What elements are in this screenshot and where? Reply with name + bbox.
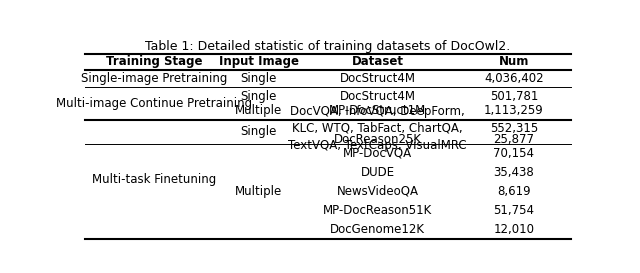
Text: MP-DocVQA: MP-DocVQA	[343, 147, 412, 160]
Text: Multiple: Multiple	[235, 185, 282, 198]
Text: 70,154: 70,154	[493, 147, 534, 160]
Text: MP-DocReason51K: MP-DocReason51K	[323, 204, 432, 217]
Text: Dataset: Dataset	[351, 55, 404, 69]
Text: DocVQA, InfoVQA, DeepForm,
KLC, WTQ, TabFact, ChartQA,
TextVQA, TextCaps, Visual: DocVQA, InfoVQA, DeepForm, KLC, WTQ, Tab…	[288, 105, 467, 152]
Text: Input Image: Input Image	[219, 55, 298, 69]
Text: Single: Single	[241, 90, 276, 103]
Text: Training Stage: Training Stage	[106, 55, 203, 69]
Text: Num: Num	[499, 55, 529, 69]
Text: DocReason25K: DocReason25K	[333, 133, 422, 146]
Text: 12,010: 12,010	[493, 223, 534, 236]
Text: 4,036,402: 4,036,402	[484, 72, 544, 85]
Text: Single: Single	[241, 72, 276, 85]
Text: Multi-image Continue Pretraining: Multi-image Continue Pretraining	[56, 97, 252, 110]
Text: Multiple: Multiple	[235, 104, 282, 117]
Text: DocStruct4M: DocStruct4M	[340, 72, 415, 85]
Text: NewsVideoQA: NewsVideoQA	[337, 185, 419, 198]
Text: 1,113,259: 1,113,259	[484, 104, 544, 117]
Text: 501,781: 501,781	[490, 90, 538, 103]
Text: 25,877: 25,877	[493, 133, 534, 146]
Text: 552,315: 552,315	[490, 122, 538, 135]
Text: 35,438: 35,438	[493, 166, 534, 179]
Text: DUDE: DUDE	[360, 166, 395, 179]
Text: Multi-task Finetuning: Multi-task Finetuning	[92, 173, 216, 186]
Text: MP-DocStruct1M: MP-DocStruct1M	[329, 104, 426, 117]
Text: DocGenome12K: DocGenome12K	[330, 223, 425, 236]
Text: DocStruct4M: DocStruct4M	[340, 90, 415, 103]
Text: Table 1: Detailed statistic of training datasets of DocOwl2.: Table 1: Detailed statistic of training …	[145, 40, 511, 53]
Text: Single: Single	[241, 125, 276, 138]
Text: 8,619: 8,619	[497, 185, 531, 198]
Text: Single-image Pretraining: Single-image Pretraining	[81, 72, 228, 85]
Text: 51,754: 51,754	[493, 204, 534, 217]
